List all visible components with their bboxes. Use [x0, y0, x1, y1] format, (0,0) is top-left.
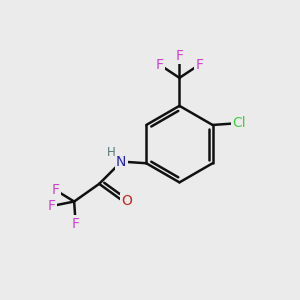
Text: N: N	[116, 155, 127, 169]
Text: F: F	[72, 217, 80, 231]
Text: F: F	[48, 199, 56, 213]
Text: O: O	[122, 194, 132, 208]
Text: F: F	[155, 58, 164, 72]
Text: F: F	[196, 58, 203, 72]
Text: H: H	[106, 146, 115, 159]
Text: F: F	[176, 49, 183, 63]
Text: F: F	[52, 183, 60, 197]
Text: Cl: Cl	[232, 116, 246, 130]
